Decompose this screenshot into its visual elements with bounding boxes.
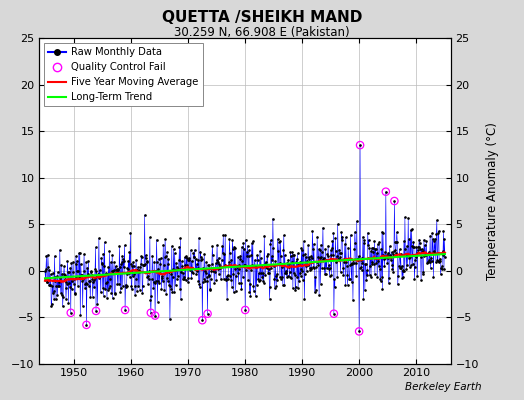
Point [67, 310, 75, 316]
Point [355, 328, 363, 334]
Text: QUETTA /SHEIKH MAND: QUETTA /SHEIKH MAND [162, 10, 362, 25]
Point [92, 308, 100, 314]
Text: Berkeley Earth: Berkeley Earth [406, 382, 482, 392]
Legend: Raw Monthly Data, Quality Control Fail, Five Year Moving Average, Long-Term Tren: Raw Monthly Data, Quality Control Fail, … [45, 43, 203, 106]
Point [241, 307, 249, 313]
Point [203, 310, 212, 317]
Point [151, 312, 159, 319]
Text: 30.259 N, 66.908 E (Pakistan): 30.259 N, 66.908 E (Pakistan) [174, 26, 350, 39]
Point [390, 198, 399, 204]
Point [121, 307, 129, 313]
Point [356, 142, 364, 148]
Point [330, 310, 338, 317]
Point [198, 317, 206, 324]
Y-axis label: Temperature Anomaly (°C): Temperature Anomaly (°C) [486, 122, 499, 280]
Point [381, 188, 390, 195]
Point [82, 322, 91, 328]
Point [147, 310, 155, 316]
